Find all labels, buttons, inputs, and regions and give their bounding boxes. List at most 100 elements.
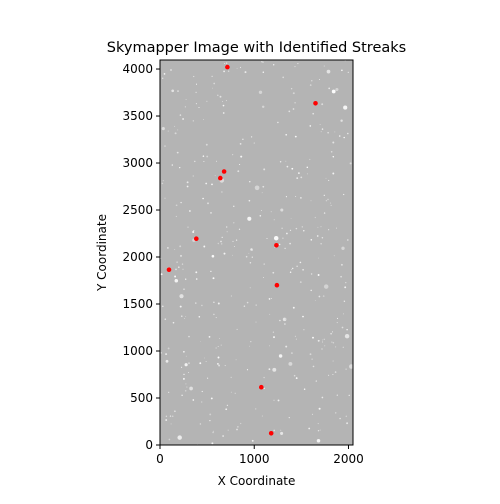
star <box>255 408 257 410</box>
star <box>240 422 242 425</box>
sky-image <box>160 60 353 445</box>
star <box>236 328 238 330</box>
star <box>292 92 295 95</box>
star <box>306 166 309 169</box>
star <box>203 245 206 248</box>
star <box>319 124 321 125</box>
star <box>316 439 321 443</box>
star <box>212 87 213 89</box>
star <box>325 177 327 179</box>
star <box>260 210 262 211</box>
star <box>318 407 321 410</box>
star <box>347 132 349 135</box>
star <box>207 377 209 379</box>
star <box>232 154 234 156</box>
star <box>279 319 281 322</box>
star <box>224 365 226 367</box>
star <box>231 254 233 256</box>
star <box>202 155 205 157</box>
star <box>289 271 292 274</box>
star <box>170 423 172 425</box>
star <box>235 239 238 241</box>
star <box>177 90 179 93</box>
star <box>182 118 185 120</box>
star <box>168 438 171 441</box>
star <box>255 304 257 306</box>
star <box>213 313 215 316</box>
star <box>289 229 292 231</box>
star <box>219 95 222 98</box>
star <box>200 341 202 342</box>
star <box>204 357 205 359</box>
star <box>309 125 312 127</box>
star <box>192 231 195 233</box>
star <box>249 345 250 347</box>
star <box>212 431 214 434</box>
star <box>290 352 293 355</box>
x-tick-label: 0 <box>156 452 164 466</box>
star <box>320 243 322 245</box>
star <box>215 317 217 319</box>
star <box>252 440 254 442</box>
star <box>182 268 184 270</box>
star <box>292 108 295 110</box>
star <box>306 173 308 175</box>
star <box>209 413 212 416</box>
star <box>310 239 313 241</box>
star <box>188 372 190 374</box>
star <box>346 328 348 331</box>
star <box>230 376 232 379</box>
streak-point <box>194 236 199 241</box>
star <box>188 362 190 365</box>
star <box>165 415 168 417</box>
star <box>328 374 330 376</box>
star <box>345 368 347 370</box>
streak-points <box>166 64 318 436</box>
star <box>289 242 291 245</box>
star <box>308 427 311 430</box>
star <box>217 94 219 97</box>
star <box>288 416 290 419</box>
star <box>277 121 279 124</box>
star <box>310 289 312 292</box>
star <box>161 182 164 185</box>
x-tick-label: 1000 <box>239 452 270 466</box>
star <box>334 371 337 373</box>
star <box>168 391 170 394</box>
star <box>211 75 213 78</box>
star <box>288 110 291 113</box>
star <box>238 228 241 230</box>
star <box>298 172 300 174</box>
star <box>250 136 253 138</box>
y-axis-ticks: 0 500 1000 1500 2000 2500 3000 3500 4000 <box>122 62 160 452</box>
star <box>198 106 200 109</box>
y-tick-label: 2000 <box>122 250 153 264</box>
y-tick-label: 500 <box>130 391 153 405</box>
star <box>349 162 352 165</box>
star <box>185 98 187 101</box>
star <box>343 105 348 110</box>
star <box>316 235 319 237</box>
star <box>185 316 187 318</box>
star <box>223 252 226 255</box>
y-tick-label: 4000 <box>122 62 153 76</box>
star <box>263 168 266 171</box>
star <box>317 226 319 228</box>
star <box>312 112 315 115</box>
star <box>262 61 264 63</box>
star <box>247 216 252 221</box>
star <box>254 185 260 191</box>
star <box>185 383 187 385</box>
star <box>214 175 216 177</box>
star <box>215 160 218 162</box>
star <box>286 232 288 235</box>
star <box>328 179 330 181</box>
star <box>220 344 222 346</box>
star <box>334 131 336 133</box>
star <box>195 91 197 94</box>
star <box>299 261 302 264</box>
star <box>201 390 203 393</box>
star <box>317 274 320 276</box>
star <box>339 417 341 420</box>
star <box>280 429 282 431</box>
